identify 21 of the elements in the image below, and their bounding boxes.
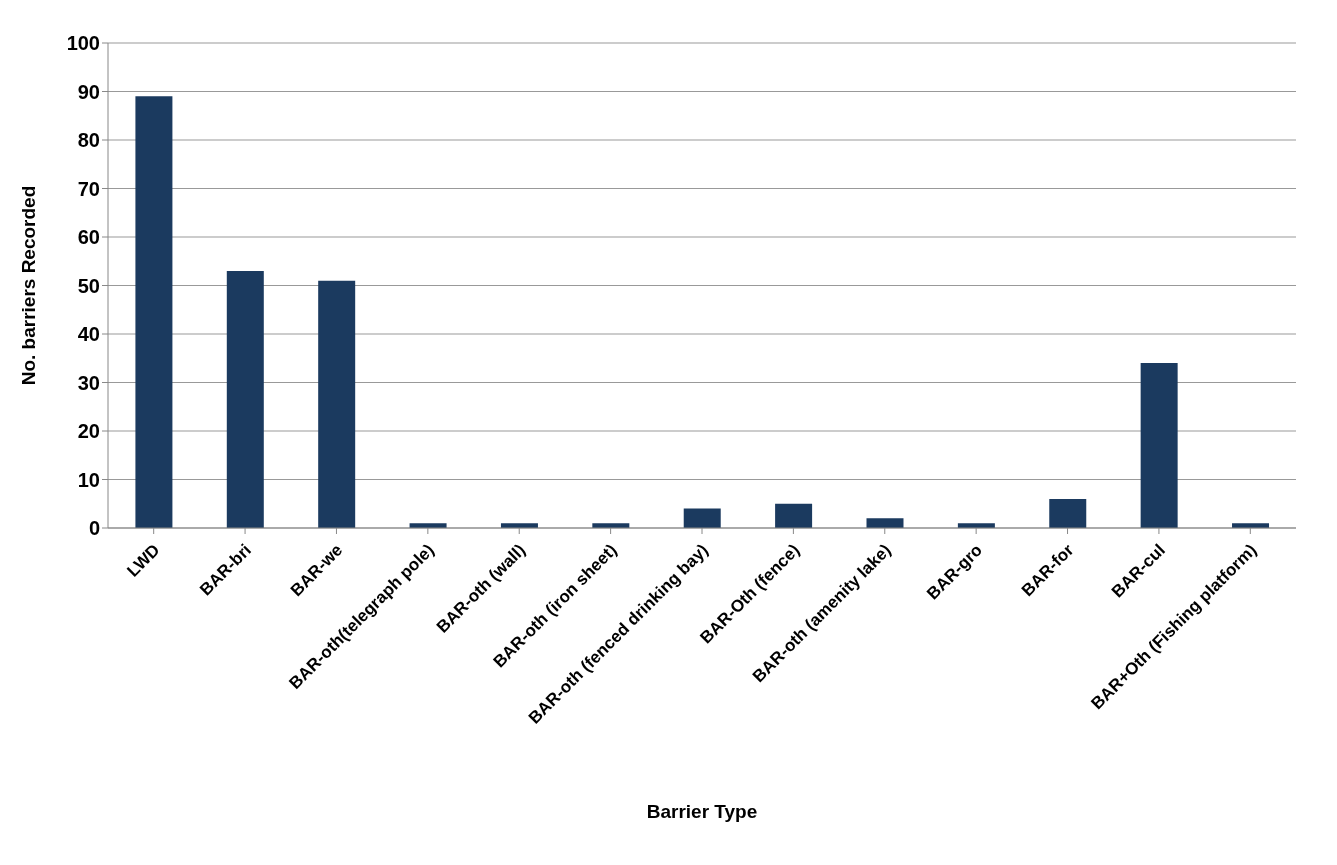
bar	[135, 96, 173, 528]
bar	[226, 270, 264, 528]
y-tick-label: 90	[77, 80, 100, 103]
y-tick-label: 30	[77, 371, 100, 394]
y-tick-label: 0	[88, 517, 100, 540]
y-tick-label: 10	[77, 468, 100, 491]
y-tick-label: 60	[77, 226, 100, 249]
bar	[1049, 498, 1087, 528]
y-tick-label: 100	[66, 32, 100, 55]
y-tick-label: 70	[77, 177, 100, 200]
y-tick-label: 40	[77, 323, 100, 346]
y-tick-label: 20	[77, 420, 100, 443]
y-tick-label: 50	[77, 274, 100, 297]
x-axis-title: Barrier Type	[646, 801, 758, 822]
y-axis-title: No. barriers Recorded	[17, 185, 39, 386]
bar	[683, 508, 721, 528]
y-tick-label: 80	[77, 129, 100, 152]
bar	[775, 503, 813, 528]
bar	[1140, 363, 1178, 528]
bar	[318, 280, 356, 528]
bar	[866, 518, 904, 528]
